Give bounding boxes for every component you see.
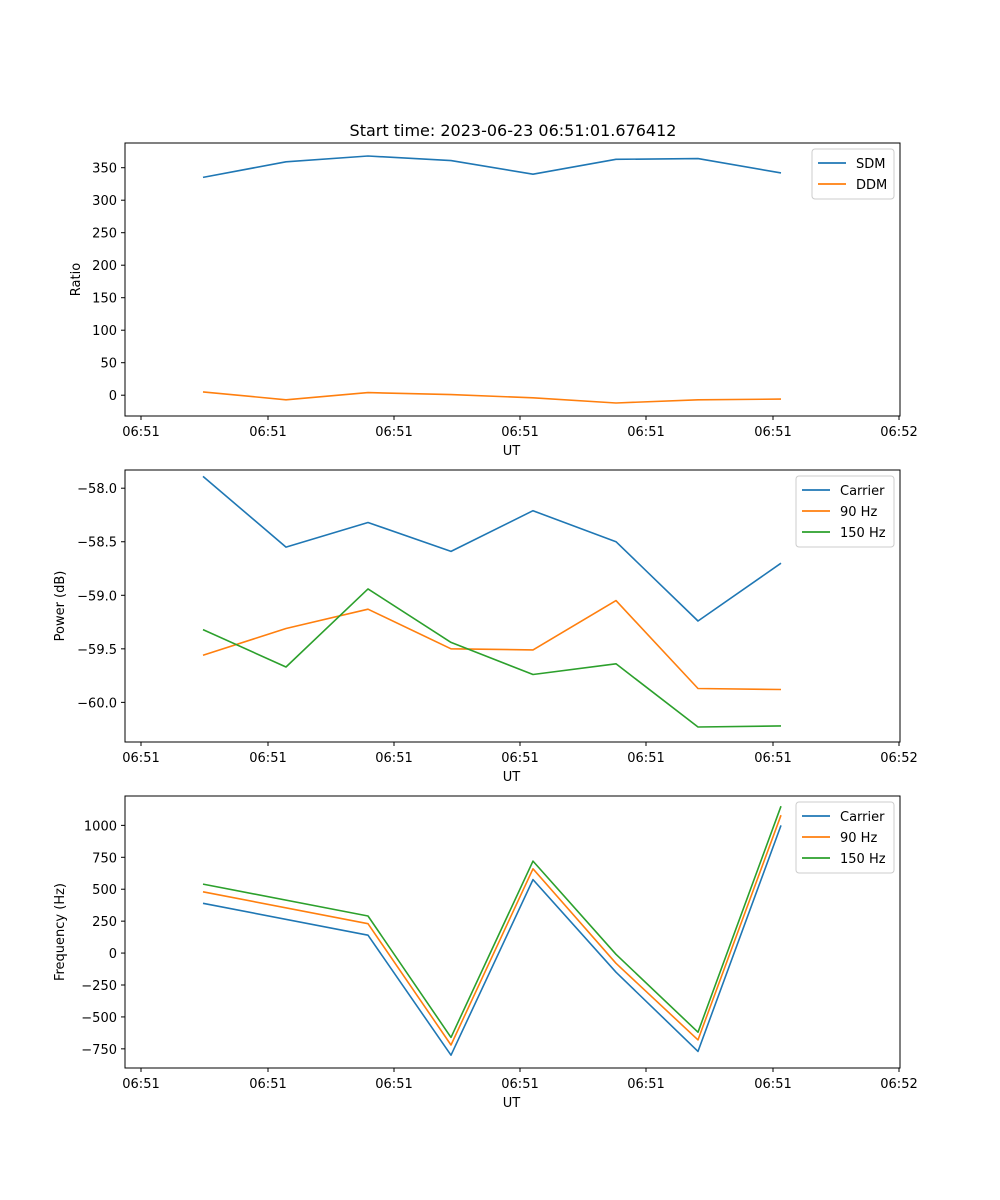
legend-label: 150 Hz bbox=[840, 852, 886, 867]
y-tick-label: −58.5 bbox=[77, 536, 117, 551]
y-tick-label: 250 bbox=[92, 227, 117, 242]
y-tick-label: 1000 bbox=[84, 819, 117, 834]
x-tick-label: 06:51 bbox=[122, 751, 159, 766]
y-axis-label: Ratio bbox=[69, 263, 84, 296]
x-tick-label: 06:51 bbox=[754, 1077, 791, 1092]
axes-frame bbox=[124, 142, 901, 417]
legend-label: 150 Hz bbox=[840, 526, 886, 541]
x-axis-label: UT bbox=[503, 770, 521, 785]
y-tick-label: −59.5 bbox=[77, 643, 117, 658]
axes-frame bbox=[124, 469, 901, 743]
x-tick-label: 06:51 bbox=[375, 425, 412, 440]
x-tick-label: 06:51 bbox=[627, 425, 664, 440]
x-tick-label: 06:51 bbox=[249, 751, 286, 766]
x-tick-label: 06:52 bbox=[880, 425, 917, 440]
x-tick-label: 06:51 bbox=[249, 1077, 286, 1092]
x-tick-label: 06:51 bbox=[754, 751, 791, 766]
legend bbox=[795, 801, 895, 874]
legend-label: 90 Hz bbox=[840, 831, 877, 846]
y-tick-label: 750 bbox=[92, 851, 117, 866]
legend-label: SDM bbox=[856, 157, 885, 172]
y-tick-label: 50 bbox=[100, 357, 117, 372]
legend bbox=[795, 475, 895, 548]
series-line-90-hz bbox=[202, 814, 782, 1046]
x-tick-label: 06:51 bbox=[249, 425, 286, 440]
legend-label: Carrier bbox=[840, 484, 885, 499]
x-axis-label: UT bbox=[503, 444, 521, 459]
x-tick-label: 06:51 bbox=[754, 425, 791, 440]
x-tick-label: 06:51 bbox=[501, 1077, 538, 1092]
x-tick-label: 06:52 bbox=[880, 751, 917, 766]
y-tick-label: −58.0 bbox=[77, 482, 117, 497]
ratio-panel: 06:51 06:51 06:51 06:51 06:51 06:51 06:52 0 50 10… bbox=[69, 142, 918, 459]
legend bbox=[811, 148, 895, 200]
x-tick-label: 06:51 bbox=[501, 751, 538, 766]
power-panel: 06:51 06:51 06:51 06:51 06:51 06:51 06:52 −60.0… bbox=[53, 469, 918, 785]
series-line-sdm bbox=[202, 155, 782, 179]
series-line-carrier bbox=[202, 475, 782, 622]
y-tick-label: 350 bbox=[92, 162, 117, 177]
x-tick-label: 06:51 bbox=[627, 751, 664, 766]
y-tick-label: 100 bbox=[92, 324, 117, 339]
figure-title: Start time: 2023-06-23 06:51:01.676412 bbox=[350, 121, 677, 140]
y-tick-label: 500 bbox=[92, 883, 117, 898]
series-line-carrier bbox=[202, 825, 782, 1056]
y-axis-label: Power (dB) bbox=[53, 571, 68, 642]
x-tick-label: 06:51 bbox=[122, 1077, 159, 1092]
y-tick-label: 250 bbox=[92, 915, 117, 930]
x-tick-label: 06:52 bbox=[880, 1077, 917, 1092]
axes-frame bbox=[124, 795, 901, 1069]
x-tick-label: 06:51 bbox=[501, 425, 538, 440]
legend-label: 90 Hz bbox=[840, 505, 877, 520]
y-axis-label: Frequency (Hz) bbox=[53, 883, 68, 981]
legend-label: Carrier bbox=[840, 810, 885, 825]
y-tick-label: −750 bbox=[81, 1043, 117, 1058]
y-tick-label: −500 bbox=[81, 1011, 117, 1026]
x-tick-label: 06:51 bbox=[375, 751, 412, 766]
x-tick-label: 06:51 bbox=[375, 1077, 412, 1092]
y-tick-label: 0 bbox=[109, 389, 117, 404]
frequency-panel: 06:51 06:51 06:51 06:51 06:51 06:51 06:52 −750 −… bbox=[53, 795, 918, 1111]
y-tick-label: 0 bbox=[109, 947, 117, 962]
y-tick-label: 200 bbox=[92, 259, 117, 274]
x-tick-label: 06:51 bbox=[122, 425, 159, 440]
y-tick-label: 300 bbox=[92, 194, 117, 209]
series-line-90-hz bbox=[202, 599, 782, 691]
series-line-150-hz bbox=[202, 805, 782, 1039]
y-tick-label: −59.0 bbox=[77, 589, 117, 604]
y-tick-label: −60.0 bbox=[77, 696, 117, 711]
x-axis-label: UT bbox=[503, 1096, 521, 1111]
series-line-150-hz bbox=[202, 588, 782, 728]
legend-label: DDM bbox=[856, 178, 887, 193]
y-tick-label: −250 bbox=[81, 979, 117, 994]
x-tick-label: 06:51 bbox=[627, 1077, 664, 1092]
y-tick-label: 150 bbox=[92, 292, 117, 307]
series-line-ddm bbox=[202, 391, 782, 404]
